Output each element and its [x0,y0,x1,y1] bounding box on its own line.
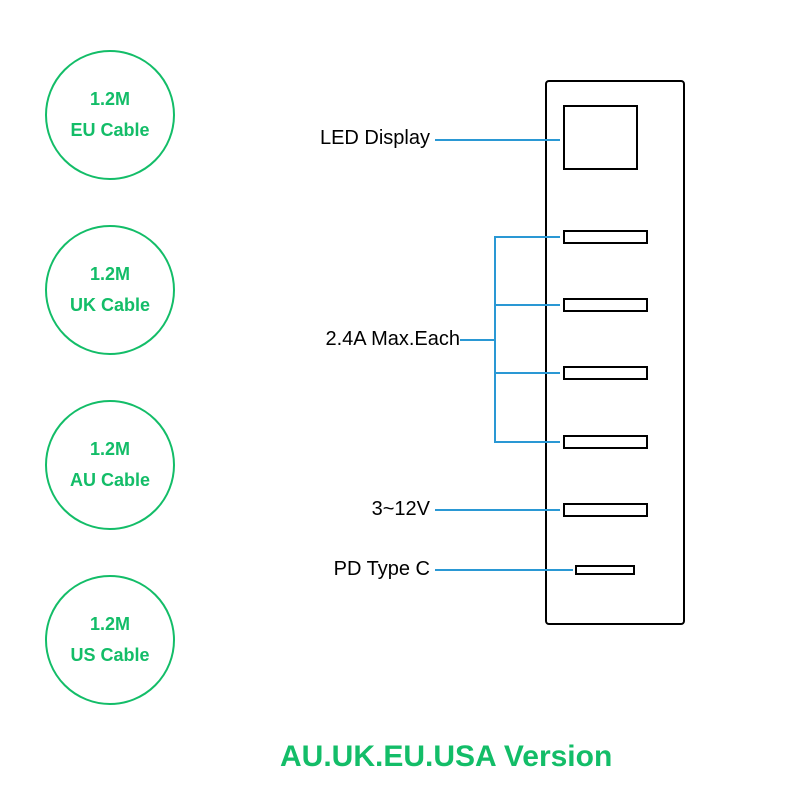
cable-length: 1.2M [90,264,130,285]
cable-type: AU Cable [70,470,150,491]
label-led: LED Display [320,127,430,150]
version-text: AU.UK.EU.USA Version [280,740,612,774]
usb-port-1 [563,230,648,244]
label-typec: PD Type C [334,558,430,581]
label-usb: 2.4A Max.Each [325,328,460,351]
cable-type: EU Cable [70,120,149,141]
typec-port [575,565,635,575]
usb-port-2 [563,298,648,312]
cable-length: 1.2M [90,89,130,110]
led-display [563,105,638,170]
usb-port-qc [563,503,648,517]
usb-port-3 [563,366,648,380]
usb-port-4 [563,435,648,449]
cable-circle-au: 1.2M AU Cable [45,400,175,530]
cable-circle-uk: 1.2M UK Cable [45,225,175,355]
cable-circle-us: 1.2M US Cable [45,575,175,705]
label-qc: 3~12V [372,498,430,521]
cable-type: UK Cable [70,295,150,316]
cable-type: US Cable [70,645,149,666]
cable-circle-eu: 1.2M EU Cable [45,50,175,180]
cable-length: 1.2M [90,614,130,635]
cable-length: 1.2M [90,439,130,460]
